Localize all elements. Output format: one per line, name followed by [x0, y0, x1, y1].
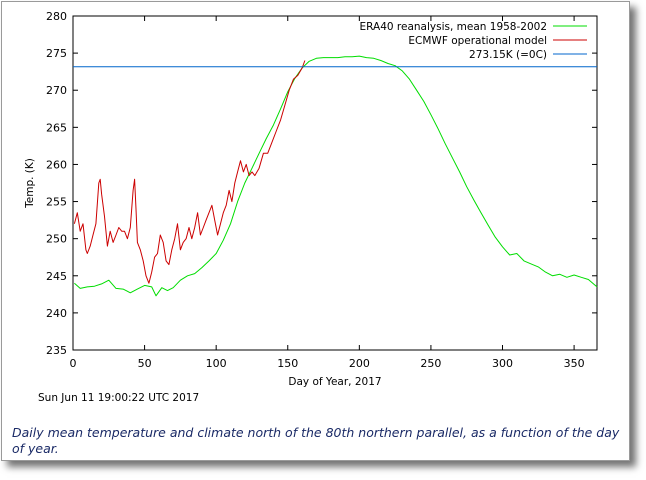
y-tick-label: 265 — [46, 121, 67, 134]
x-tick-label: 100 — [206, 357, 227, 370]
legend-label-3: 273.15K (=0C) — [469, 49, 547, 61]
legend-label-1: ERA40 reanalysis, mean 1958-2002 — [360, 21, 547, 33]
y-tick-label: 255 — [46, 196, 67, 209]
chart: 235 240 245 250 255 260 265 270 275 280 0 50 100 150… — [24, 10, 598, 404]
plot-area — [72, 15, 598, 351]
x-tick-label: 250 — [420, 357, 441, 370]
x-tick-label: 50 — [138, 357, 152, 370]
y-tick-label: 245 — [46, 270, 67, 283]
y-tick-label: 280 — [46, 10, 67, 23]
y-tick-label: 240 — [46, 307, 67, 320]
x-tick-label: 300 — [492, 357, 513, 370]
y-tick-label: 250 — [46, 233, 67, 246]
plot-border — [72, 15, 598, 351]
x-tick-label: 350 — [564, 357, 585, 370]
timestamp: Sun Jun 11 19:00:22 UTC 2017 — [38, 392, 199, 404]
x-tick-label: 0 — [70, 357, 77, 370]
y-tick-label: 260 — [46, 158, 67, 171]
legend-label-2: ECMWF operational model — [408, 35, 547, 47]
y-tick-label: 235 — [46, 344, 67, 357]
x-axis: 0 50 100 150 200 250 300 350 — [70, 16, 585, 370]
legend: ERA40 reanalysis, mean 1958-2002 ECMWF op… — [360, 21, 587, 61]
figure-caption: Daily mean temperature and climate north… — [12, 425, 620, 456]
figure-frame: 235 240 245 250 255 260 265 270 275 280 0 50 100 150… — [1, 1, 630, 461]
y-tick-label: 270 — [46, 84, 67, 97]
series-layer — [73, 55, 598, 297]
series-line-2 — [73, 60, 306, 284]
y-tick-label: 275 — [46, 47, 67, 60]
x-axis-label: Day of Year, 2017 — [288, 376, 381, 388]
series-line-1 — [74, 55, 598, 297]
x-tick-label: 200 — [349, 357, 370, 370]
y-axis: 235 240 245 250 255 260 265 270 275 280 — [46, 10, 597, 357]
x-tick-label: 150 — [277, 357, 298, 370]
y-axis-label: Temp. (K) — [24, 158, 36, 209]
